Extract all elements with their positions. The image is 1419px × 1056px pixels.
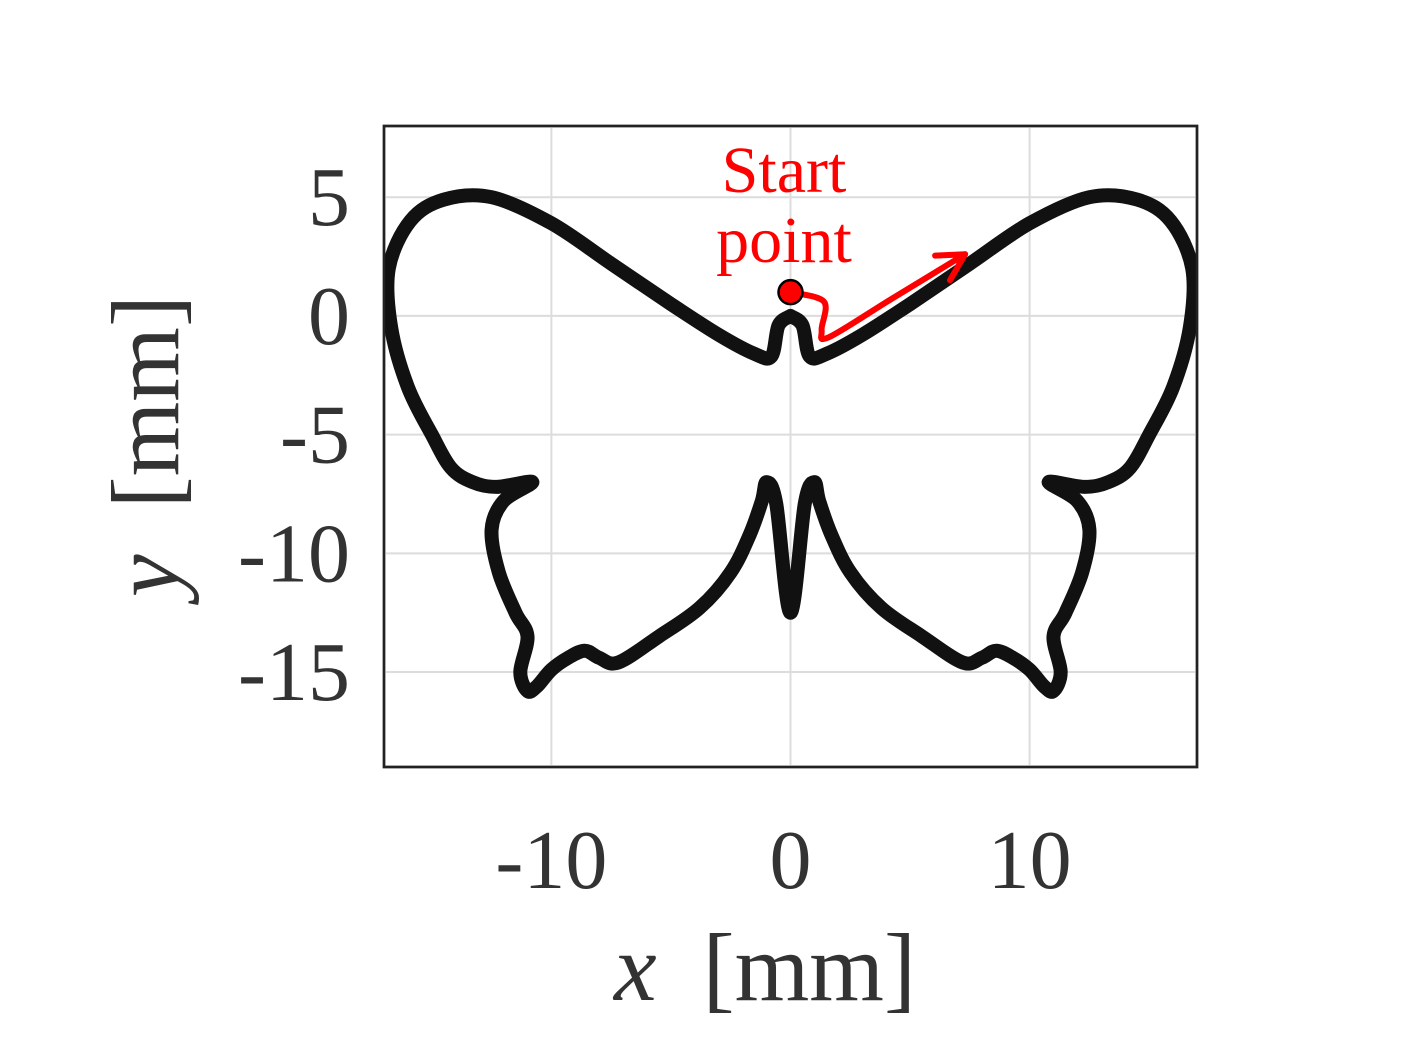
trajectory-line	[384, 188, 1197, 699]
x-axis-unit: [mm]	[703, 914, 916, 1021]
y-tick-label: -5	[280, 389, 350, 482]
y-axis-variable: y	[92, 554, 199, 606]
x-axis-label: x [mm]	[612, 914, 916, 1021]
y-tick-label: 0	[308, 270, 350, 363]
y-axis-label: y [mm]	[92, 295, 199, 606]
y-tick-labels: 5 0 -5 -10 -15	[238, 151, 350, 719]
start-point-marker	[777, 278, 804, 306]
plot-frame	[382, 124, 1199, 769]
annotation-layer	[777, 251, 969, 343]
start-arrow-head	[932, 251, 969, 284]
y-tick-label: -15	[238, 626, 350, 719]
y-tick-label: 5	[308, 151, 350, 244]
start-arrow-path	[787, 251, 969, 343]
y-tick-label: -10	[238, 507, 350, 600]
x-tick-label: 10	[988, 814, 1072, 907]
start-point-label-line2: point	[716, 204, 852, 277]
x-axis-variable: x	[612, 914, 657, 1021]
y-axis-unit: [mm]	[92, 295, 199, 508]
x-tick-labels: -10 0 10	[495, 814, 1071, 907]
x-tick-label: -10	[495, 814, 607, 907]
start-point-label-line1: Start	[722, 134, 847, 207]
series-layer	[384, 188, 1197, 699]
x-tick-label: 0	[770, 814, 812, 907]
